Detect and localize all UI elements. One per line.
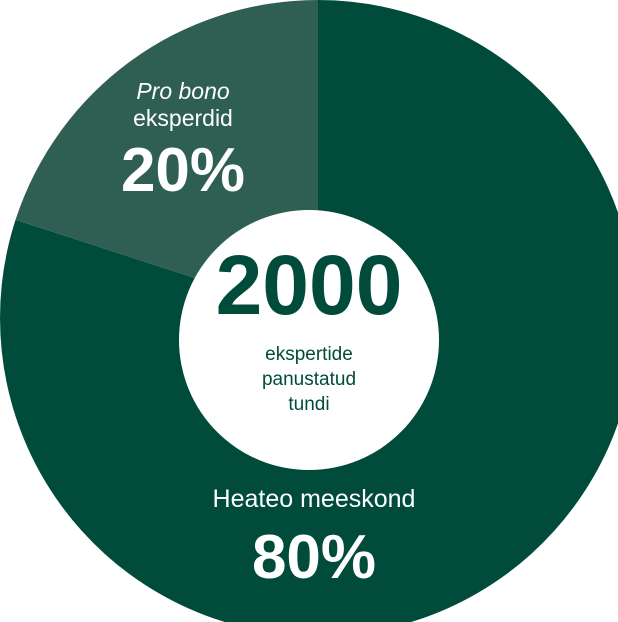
center-circle — [179, 210, 439, 470]
slice-label: eksperdid — [133, 105, 233, 131]
center-value: 2000 — [216, 238, 403, 332]
center-text-line: tundi — [288, 394, 329, 415]
slice-value-label: 20% — [121, 136, 245, 205]
slice-value-label: 80% — [252, 523, 376, 592]
slice-label-italic: Pro bono — [136, 78, 230, 104]
center-text-line: panustatud — [262, 369, 356, 390]
center-text-line: ekspertide — [265, 344, 353, 365]
slice-label: Heateo meeskond — [213, 485, 416, 513]
